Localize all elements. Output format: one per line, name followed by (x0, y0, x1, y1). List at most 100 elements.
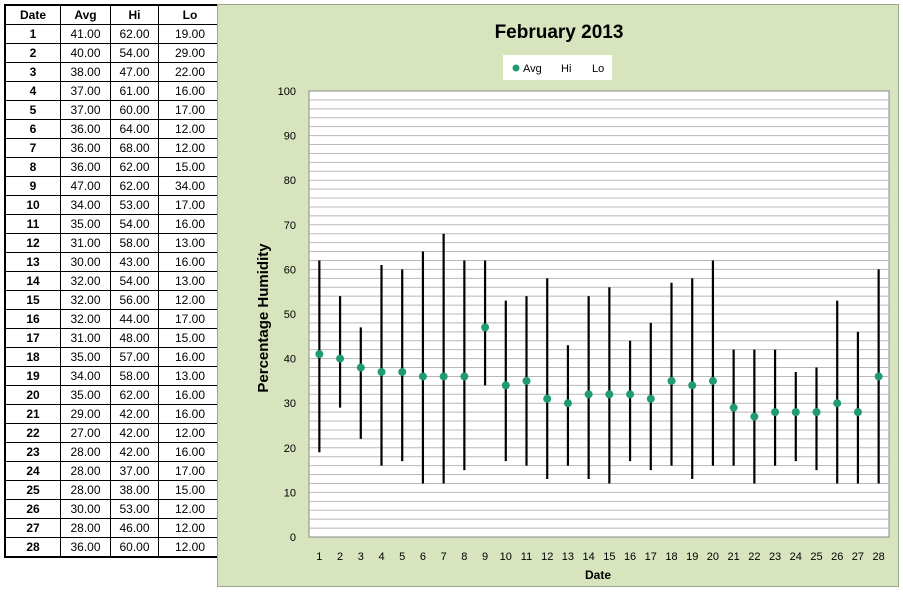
cell-date: 3 (4, 62, 61, 82)
cell-avg: 31.00 (60, 328, 111, 348)
table-row: 5 37.00 60.00 17.00 (4, 100, 223, 120)
table-row: 1 41.00 62.00 19.00 (4, 24, 223, 44)
cell-avg: 29.00 (60, 404, 111, 424)
cell-date: 2 (4, 43, 61, 63)
table-row: 24 28.00 37.00 17.00 (4, 461, 223, 481)
table-row: 26 30.00 53.00 12.00 (4, 499, 223, 519)
cell-hi: 53.00 (110, 499, 159, 519)
y-tick-label: 80 (284, 175, 296, 187)
cell-lo: 16.00 (158, 404, 223, 424)
cell-hi: 42.00 (110, 442, 159, 462)
legend-hi-label: Hi (561, 63, 571, 75)
cell-date: 16 (4, 309, 61, 329)
table-row: 4 37.00 61.00 16.00 (4, 81, 223, 101)
legend-avg-marker (512, 64, 520, 72)
cell-hi: 46.00 (110, 518, 159, 538)
cell-lo: 12.00 (158, 537, 223, 558)
cell-date: 8 (4, 157, 61, 177)
avg-point (356, 363, 365, 372)
cell-date: 4 (4, 81, 61, 101)
table-row: 25 28.00 38.00 15.00 (4, 480, 223, 500)
header-date: Date (4, 4, 61, 25)
cell-date: 14 (4, 271, 61, 291)
cell-hi: 62.00 (110, 385, 159, 405)
legend: Avg Hi Lo (503, 55, 612, 80)
table-row: 6 36.00 64.00 12.00 (4, 119, 223, 139)
x-tick-label: 18 (665, 551, 677, 563)
cell-lo: 13.00 (158, 366, 223, 386)
cell-avg: 28.00 (60, 480, 111, 500)
cell-avg: 32.00 (60, 309, 111, 329)
cell-avg: 32.00 (60, 290, 111, 310)
avg-point (853, 408, 862, 417)
y-tick-label: 40 (284, 354, 296, 366)
cell-hi: 38.00 (110, 480, 159, 500)
table-row: 23 28.00 42.00 16.00 (4, 442, 223, 462)
cell-date: 9 (4, 176, 61, 196)
cell-avg: 35.00 (60, 347, 111, 367)
humidity-chart: February 2013 Avg Hi Lo 0 10 20 30 40 50 60 70 8… (255, 22, 890, 582)
cell-date: 23 (4, 442, 61, 462)
cell-date: 18 (4, 347, 61, 367)
avg-point (667, 376, 676, 385)
cell-avg: 27.00 (60, 423, 111, 443)
x-tick-label: 9 (482, 551, 488, 563)
y-tick-label: 20 (284, 443, 296, 455)
cell-hi: 37.00 (110, 461, 159, 481)
x-tick-label: 12 (541, 551, 553, 563)
cell-lo: 17.00 (158, 309, 223, 329)
table-row: 10 34.00 53.00 17.00 (4, 195, 223, 215)
avg-point (522, 376, 531, 385)
cell-hi: 54.00 (110, 214, 159, 234)
x-tick-label: 11 (521, 551, 532, 563)
cell-hi: 42.00 (110, 404, 159, 424)
avg-point (336, 354, 345, 363)
cell-avg: 37.00 (60, 81, 111, 101)
x-tick-label: 1 (316, 551, 322, 563)
cell-avg: 35.00 (60, 214, 111, 234)
cell-hi: 58.00 (110, 233, 159, 253)
cell-avg: 34.00 (60, 366, 111, 386)
avg-point (626, 390, 635, 399)
avg-point (377, 367, 386, 376)
cell-lo: 17.00 (158, 100, 223, 120)
x-tick-label: 25 (810, 551, 822, 563)
cell-date: 28 (4, 537, 61, 558)
cell-hi: 60.00 (110, 100, 159, 120)
y-tick-label: 10 (284, 487, 296, 499)
header-avg: Avg (60, 4, 111, 25)
cell-lo: 12.00 (158, 499, 223, 519)
avg-point (439, 372, 448, 381)
cell-hi: 64.00 (110, 119, 159, 139)
cell-avg: 47.00 (60, 176, 111, 196)
cell-avg: 30.00 (60, 252, 111, 272)
cell-lo: 16.00 (158, 214, 223, 234)
cell-avg: 34.00 (60, 195, 111, 215)
y-tick-label: 50 (284, 309, 296, 321)
x-tick-label: 23 (769, 551, 781, 563)
y-tick-label: 30 (284, 398, 296, 410)
cell-lo: 29.00 (158, 43, 223, 63)
cell-hi: 43.00 (110, 252, 159, 272)
legend-avg-label: Avg (523, 63, 542, 75)
avg-point (833, 399, 842, 408)
cell-lo: 34.00 (158, 176, 223, 196)
x-tick-label: 26 (831, 551, 843, 563)
avg-point (874, 372, 883, 381)
x-tick-label: 13 (562, 551, 574, 563)
cell-lo: 16.00 (158, 347, 223, 367)
x-tick-label: 10 (500, 551, 512, 563)
avg-point (584, 390, 593, 399)
cell-date: 5 (4, 100, 61, 120)
cell-avg: 41.00 (60, 24, 111, 44)
avg-point (791, 408, 800, 417)
table-row: 2 40.00 54.00 29.00 (4, 43, 223, 63)
x-tick-label: 8 (461, 551, 467, 563)
cell-hi: 57.00 (110, 347, 159, 367)
cell-date: 12 (4, 233, 61, 253)
cell-date: 20 (4, 385, 61, 405)
cell-hi: 48.00 (110, 328, 159, 348)
x-tick-label: 24 (790, 551, 802, 563)
cell-lo: 19.00 (158, 24, 223, 44)
cell-date: 15 (4, 290, 61, 310)
